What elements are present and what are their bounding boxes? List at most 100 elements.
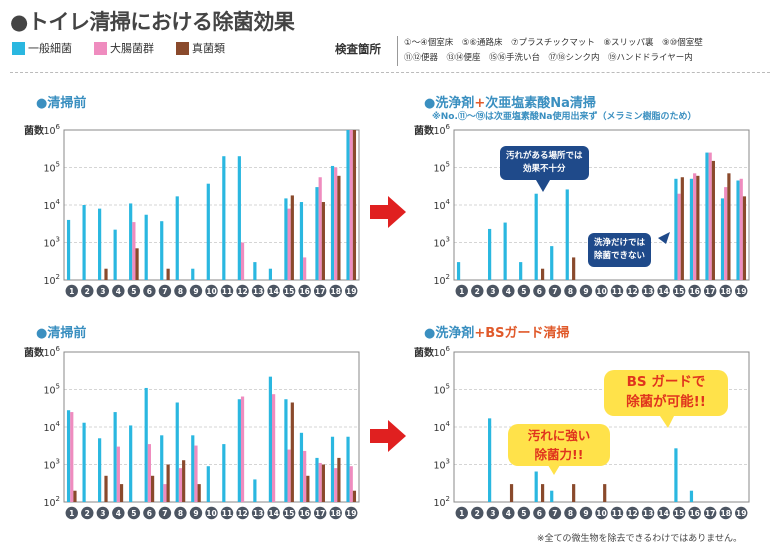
x-tick-label: 4 [506,287,511,296]
category-badge [236,506,249,520]
inspection-locations: 検査箇所 ①〜④個室床 ⑤⑥通路床 ⑦プラスチックマット ⑧スリッパ裏 ⑨⑩個室… [335,36,745,68]
bar [509,484,514,502]
bar [272,394,276,502]
bar [299,202,304,280]
arrow-right-icon [370,196,406,228]
page-title: ●トイレ清掃における除菌効果 [10,10,295,34]
bar [253,262,257,280]
bar [689,490,694,502]
locations-line-2: ⑪⑫便器 ⑬⑭便座 ⑮⑯手洗い台 ⑰⑱シンク内 ⑲ハンドドライヤー内 [404,53,693,63]
category-badge [548,284,562,298]
x-tick-label: 13 [643,287,653,296]
bar [82,205,86,280]
category-badge [220,506,234,520]
callout-tail [548,465,560,475]
callout-wash-only: 洗浄だけでは 除菌できない [588,233,652,267]
legend-item-coliform: 大腸菌群 [94,40,154,56]
bar [222,156,226,280]
bar [488,228,492,280]
callout-tail [660,416,674,428]
bar [116,446,120,502]
bar [98,438,102,502]
heading-part: ●洗浄剤 [424,326,475,341]
category-badge [205,284,218,298]
bar [222,444,226,502]
category-badge [81,284,94,298]
category-badge [579,506,593,520]
y-axis-label: 菌数 [414,346,435,359]
category-badge [735,506,748,520]
x-tick-label: 7 [552,509,557,518]
category-badge [127,506,141,520]
category-badge [719,284,732,298]
bar [572,484,576,502]
heading-top-left: ●清掃前 [36,96,87,111]
bar [284,198,288,280]
x-tick-label: 9 [193,287,198,296]
heading-part: ●洗浄剤 [424,96,475,111]
y-tick-label: 105 [433,383,450,397]
x-tick-label: 9 [583,287,588,296]
category-badge [688,506,701,520]
category-badge [189,284,203,298]
plot-frame [453,351,750,503]
x-tick-label: 1 [459,287,464,296]
bar [166,268,170,280]
x-tick-label: 2 [85,509,90,518]
bar [147,444,151,502]
divider [10,72,770,73]
category-badge [158,506,172,520]
bar [290,195,294,280]
category-badge [517,284,531,298]
category-badge [533,506,546,520]
bar [334,167,338,280]
x-tick-label: 11 [612,509,622,518]
bar [488,418,492,502]
bar [206,466,210,502]
legend-label: 一般細菌 [28,42,72,55]
callout-line: 除菌できない [594,251,646,261]
bar [346,436,350,502]
bar [119,484,124,502]
bar [66,219,71,280]
x-tick-label: 2 [475,287,480,296]
category-badge [251,506,265,520]
bar [175,196,179,280]
heading-top-right: ●洗浄剤+次亜塩素酸Na清掃 [424,92,596,111]
bar [287,208,291,280]
x-tick-label: 4 [116,287,121,296]
x-tick-label: 14 [268,287,278,296]
y-tick-label: 106 [43,124,60,137]
y-axis-label: 菌数 [24,124,45,137]
bar [503,222,507,280]
y-tick-label: 106 [433,346,450,359]
x-tick-label: 14 [658,287,668,296]
x-tick-label: 8 [178,287,183,296]
bar [550,246,554,280]
bar [98,208,102,280]
y-tick-label: 104 [43,198,60,212]
callout-tail [658,232,670,244]
x-tick-label: 2 [85,287,90,296]
y-tick-label: 103 [43,458,60,472]
bar [197,484,201,502]
x-tick-label: 10 [596,287,606,296]
x-tick-label: 17 [705,287,715,296]
x-tick-label: 15 [674,287,684,296]
bar [113,229,117,280]
bar [144,214,148,280]
bar [330,436,335,502]
callout-line: 洗浄だけでは [594,238,646,248]
x-tick-label: 19 [736,287,746,296]
bar [306,475,310,502]
category-badge [267,284,280,298]
category-badge [626,506,639,520]
callout-tail [536,180,550,192]
bar [705,152,709,280]
plot-frame [453,129,750,281]
category-badge [189,506,203,520]
bar [565,189,569,280]
bar [318,177,322,280]
